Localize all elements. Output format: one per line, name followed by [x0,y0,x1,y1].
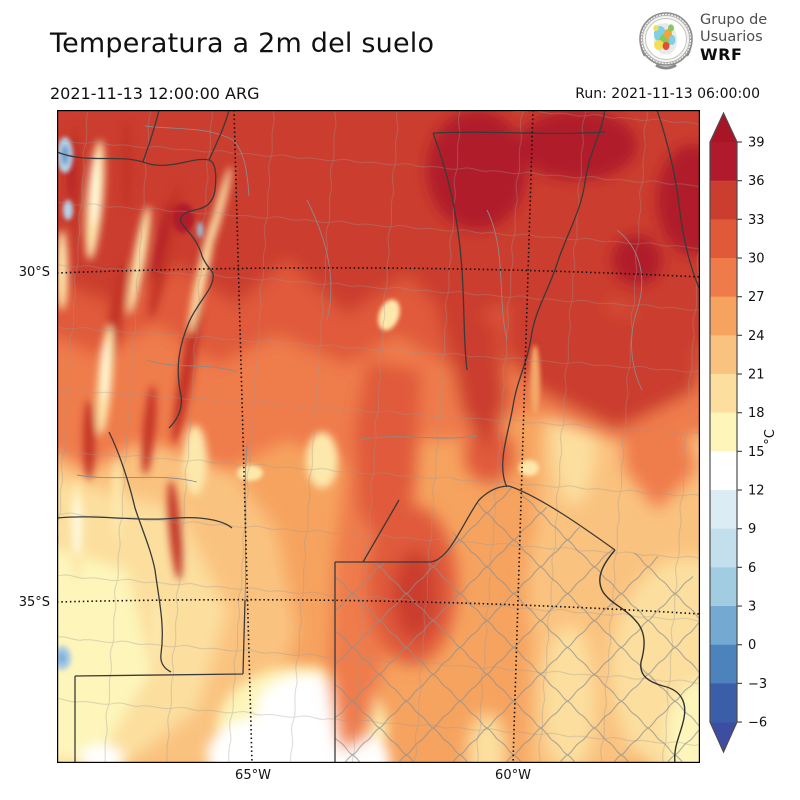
colorbar-segment [710,528,737,568]
colorbar-segment [710,142,737,182]
colorbar-segment [710,180,737,220]
coastline [599,549,686,764]
colorbar-arrow-down [710,722,737,752]
page-title: Temperatura a 2m del suelo [50,28,435,59]
colorbar-segment [710,606,737,646]
map-frame [57,110,700,763]
colorbar-tick-label: 21 [748,368,765,383]
colorbar-tick-label: 27 [748,290,765,305]
minor-boundaries [76,125,643,601]
colorbar-tick-label: 36 [748,174,765,189]
colorbar-tick-label: 6 [748,561,756,576]
logo-text-line2: Usuarios [700,29,763,45]
province-boundaries [56,109,701,763]
colorbar-segment [710,374,737,414]
colorbar-tick-label: 3 [748,600,756,615]
colorbar-tick-label: 9 [748,522,756,537]
colorbar-tick-label: 12 [748,484,765,499]
colorbar: 39 36 33 30 27 24 21 18 15 12 9 6 3 0 −3 −6 °C [700,105,798,785]
colorbar-tick-label: 18 [748,406,765,421]
colorbar-segment [710,644,737,684]
colorbar-segment [710,412,737,452]
colorbar-tick-label: 15 [748,445,765,460]
colorbar-segment [710,335,737,375]
logo-seal-icon [639,12,693,70]
colorbar-tick-label: 30 [748,252,765,267]
colorbar-tick-label: −3 [748,677,767,692]
graticule-gridlines [56,109,701,764]
gridline-60w [512,109,534,764]
colorbar-tick-label: −6 [748,716,767,731]
colorbar-segment [710,567,737,607]
lon-label-65w: 65°W [235,768,271,783]
colorbar-segment [710,683,737,723]
gridline-65w [233,109,253,764]
logo-text-wrf: WRF [700,45,743,64]
colorbar-tick-label: 33 [748,213,765,228]
run-time-label: Run: 2021-11-13 06:00:00 [575,86,760,102]
gridline-30s [56,267,701,278]
logo-text-line1: Grupo de [700,12,768,28]
temperature-map [27,80,787,800]
colorbar-tick-label: 39 [748,136,765,151]
colorbar-segment [710,219,737,259]
colorbar-arrow-up [710,113,737,142]
lat-label-35s: 35°S [18,595,50,610]
map-panel [27,80,787,800]
lon-label-60w: 60°W [495,768,531,783]
colorbar-segment [710,258,737,298]
department-boundaries-mesh [57,110,700,763]
valid-time-label: 2021-11-13 12:00:00 ARG [50,84,260,103]
colorbar-tick-label: 0 [748,638,756,653]
colorbar-segment [710,490,737,530]
wrf-users-group-logo: Grupo de Usuarios WRF [636,10,796,72]
colorbar-segment [710,296,737,336]
gridline-35s [56,598,701,615]
lat-label-30s: 30°S [18,265,50,280]
colorbar-unit-label: °C [763,429,778,445]
colorbar-segment [710,451,737,491]
colorbar-tick-label: 24 [748,329,765,344]
